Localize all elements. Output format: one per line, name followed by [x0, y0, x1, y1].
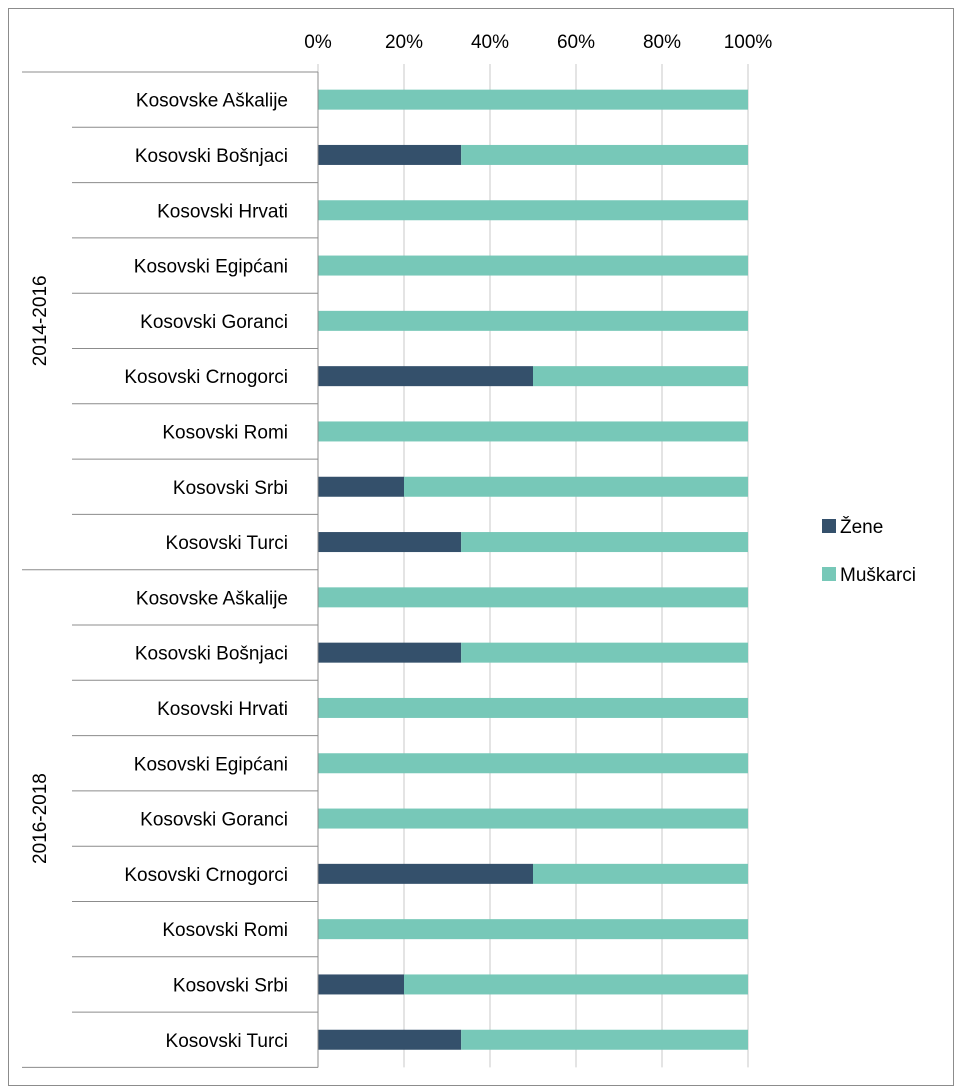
bar-muskarci	[318, 919, 748, 940]
category-label: Kosovski Srbi	[173, 975, 288, 996]
bar-muskarci	[461, 1029, 748, 1050]
bar-muskarci	[318, 697, 748, 718]
bar-muskarci	[533, 863, 748, 884]
bar-zene	[318, 366, 533, 387]
x-tick-label: 100%	[724, 32, 773, 53]
category-label: Kosovski Bošnjaci	[135, 644, 288, 665]
bar-muskarci	[318, 89, 748, 110]
category-label: Kosovski Egipćani	[134, 257, 288, 278]
category-label: Kosovski Romi	[162, 920, 288, 941]
x-tick-label: 80%	[643, 32, 681, 53]
bar-muskarci	[533, 366, 748, 387]
category-axis: Kosovske Aškalije Kosovski Bošnjaci Kosovs…	[22, 71, 319, 1068]
x-tick-label: 20%	[385, 32, 423, 53]
x-axis-ticks: 0% 20% 40% 60% 80% 100%	[304, 32, 772, 53]
category-label: Kosovski Goranci	[140, 810, 288, 831]
bar-muskarci	[318, 421, 748, 442]
category-label: Kosovski Hrvati	[157, 201, 288, 222]
bar-muskarci	[318, 587, 748, 608]
bar-zene	[318, 1029, 462, 1050]
legend-swatch	[822, 519, 836, 533]
bar-muskarci	[461, 144, 748, 165]
bar-muskarci	[461, 642, 748, 663]
category-label: Kosovski Romi	[162, 422, 288, 443]
bar-muskarci	[461, 532, 748, 553]
category-label: Kosovski Goranci	[140, 312, 288, 333]
category-label: Kosovski Egipćani	[134, 754, 288, 775]
bar-muskarci	[318, 310, 748, 331]
bar-muskarci	[404, 974, 748, 995]
legend-label: Žene	[840, 516, 883, 538]
category-label: Kosovski Crnogorci	[124, 865, 288, 886]
x-tick-label: 60%	[557, 32, 595, 53]
bar-muskarci	[404, 476, 748, 497]
bar-muskarci	[318, 255, 748, 276]
bar-zene	[318, 863, 533, 884]
category-label: Kosovski Hrvati	[157, 699, 288, 720]
legend: Žene Muškarci	[822, 516, 916, 586]
bar-muskarci	[318, 808, 748, 829]
legend-label: Muškarci	[840, 565, 916, 586]
category-label: Kosovski Turci	[166, 533, 288, 554]
group-label: 2016-2018	[30, 773, 51, 864]
x-tick-label: 40%	[471, 32, 509, 53]
bar-zene	[318, 144, 462, 165]
category-label: Kosovski Srbi	[173, 478, 288, 499]
category-label: Kosovski Bošnjaci	[135, 146, 288, 167]
bar-zene	[318, 974, 404, 995]
bar-zene	[318, 476, 404, 497]
category-label: Kosovske Aškalije	[136, 588, 288, 609]
bar-zene	[318, 642, 462, 663]
bar-muskarci	[318, 753, 748, 774]
category-label: Kosovski Turci	[166, 1031, 288, 1052]
bar-zene	[318, 532, 462, 553]
bars	[318, 89, 748, 1050]
legend-swatch	[822, 567, 836, 581]
bar-muskarci	[318, 200, 748, 221]
category-label: Kosovske Aškalije	[136, 91, 288, 112]
category-label: Kosovski Crnogorci	[124, 367, 288, 388]
group-label: 2014-2016	[30, 275, 51, 366]
x-tick-label: 0%	[304, 32, 332, 53]
